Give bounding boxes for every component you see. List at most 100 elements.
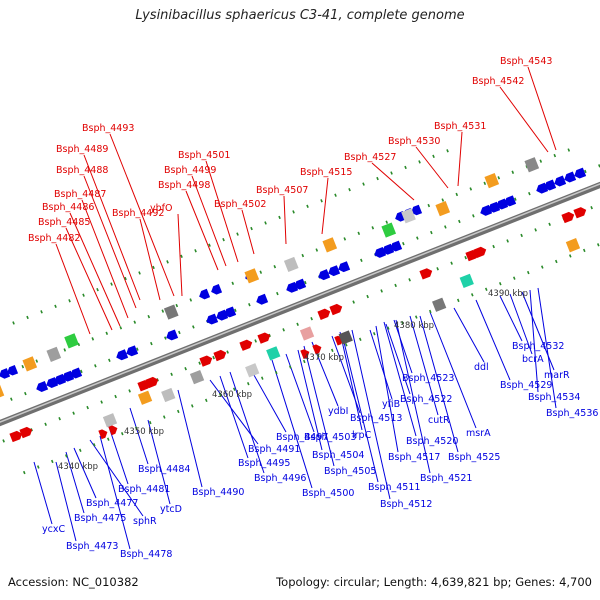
reverse-gene-label[interactable]: lrpC [352,430,372,441]
forward-gene-arrow[interactable] [98,428,109,440]
reverse-gene-arrow[interactable] [389,240,403,253]
reverse-gene-arrow[interactable] [317,269,331,281]
reverse-gene-label[interactable]: Bsph_4473 [66,541,118,552]
reverse-gene-arrow[interactable] [115,349,129,361]
forward-gene-label[interactable]: Bsph_4489 [56,144,108,155]
reverse-gene-label[interactable]: msrA [466,428,491,439]
forward-gene-label[interactable]: Bsph_4487 [54,189,106,200]
reverse-gene-arrow[interactable] [543,179,557,191]
forward-gene-arrow[interactable] [9,429,23,443]
forward-gene-label[interactable]: Bsph_4543 [500,56,552,67]
reverse-gene-label[interactable]: ddl [474,362,489,373]
reverse-gene-label[interactable]: Bsph_4491 [248,444,300,455]
reverse-gene-label[interactable]: sphR [133,516,157,527]
reverse-gene-arrow[interactable] [327,265,341,277]
reverse-gene-label[interactable]: Bsph_4529 [500,380,552,391]
forward-gene-arrow[interactable] [573,206,587,219]
forward-gene-label[interactable]: Bsph_4493 [82,123,134,134]
reverse-gene-label[interactable]: Bsph_4532 [512,341,564,352]
reverse-gene-label[interactable]: Bsph_4496 [254,473,306,484]
reverse-gene-label[interactable]: ydbI [328,406,348,417]
reverse-gene-label[interactable]: Bsph_4517 [388,452,440,463]
reverse-gene-label[interactable]: Bsph_4490 [192,487,244,498]
reverse-gene-arrow[interactable] [553,175,567,188]
forward-gene-arrow[interactable] [199,354,213,367]
reverse-gene-arrow[interactable] [337,261,351,273]
forward-gene-label[interactable]: Bsph_4542 [472,76,524,87]
reverse-gene-label[interactable]: Bsph_4478 [120,549,172,560]
reverse-gene-arrow[interactable] [5,364,19,377]
forward-gene-arrow[interactable] [561,210,575,224]
reverse-gene-label[interactable]: Bsph_4481 [118,484,170,495]
reverse-gene-arrow[interactable] [409,204,423,217]
forward-gene-label[interactable]: Bsph_4502 [214,199,266,210]
reverse-gene-arrow[interactable] [293,278,307,291]
forward-gene-arrow[interactable] [257,331,271,344]
reverse-gene-label[interactable]: bcrA [522,354,544,365]
reverse-gene-label[interactable]: Bsph_4504 [312,450,364,461]
feature-glyphs[interactable] [0,157,588,443]
forward-gene-arrow[interactable] [419,267,433,280]
forward-gene-arrow[interactable] [300,348,311,360]
forward-gene-label[interactable]: Bsph_4530 [388,136,440,147]
forward-gene-label[interactable]: Bsph_4527 [344,152,396,163]
forward-gene-label[interactable]: Bsph_4498 [158,180,210,191]
reverse-gene-label[interactable]: marR [544,370,570,381]
forward-gene-arrow[interactable] [145,375,159,389]
forward-gene-label[interactable]: Bsph_4488 [56,165,108,176]
forward-gene-label[interactable]: Bsph_4507 [256,185,308,196]
reverse-gene-label[interactable]: cutR [428,415,450,426]
reverse-gene-arrow[interactable] [125,345,139,357]
reverse-gene-label[interactable]: Bsph_4522 [400,394,452,405]
reverse-gene-label[interactable]: ycxC [42,524,65,535]
reverse-gene-label[interactable]: ytcD [160,504,182,515]
reverse-gene-label[interactable]: Bsph_4511 [368,482,420,493]
reverse-gene-arrow[interactable] [165,329,179,341]
forward-gene-label[interactable]: Bsph_4531 [434,121,486,132]
forward-gene-label[interactable]: Bsph_4515 [300,167,352,178]
forward-gene-label[interactable]: Bsph_4486 [42,202,94,213]
reverse-gene-label[interactable]: Bsph_4513 [350,413,402,424]
reverse-gene-label[interactable]: yfiB [382,399,400,410]
forward-gene-arrow[interactable] [312,343,323,355]
reverse-gene-label[interactable]: Bsph_4497 [276,432,328,443]
reverse-gene-label[interactable]: Bsph_4503 [304,432,356,443]
forward-gene-label[interactable]: ybfO [150,203,172,214]
reverse-gene-arrow[interactable] [573,167,587,180]
forward-gene-arrow[interactable] [19,425,33,439]
reverse-gene-label[interactable]: Bsph_4521 [420,473,472,484]
reverse-gene-arrow[interactable] [197,288,211,301]
reverse-gene-label[interactable]: Bsph_4475 [74,513,126,524]
reverse-gene-arrow[interactable] [35,381,49,393]
reverse-gene-arrow[interactable] [69,367,83,380]
reverse-gene-label[interactable]: Bsph_4477 [86,498,138,509]
reverse-gene-label[interactable]: Bsph_4500 [302,488,354,499]
reverse-gene-arrow[interactable] [255,293,269,306]
reverse-gene-label[interactable]: Bsph_4512 [380,499,432,510]
reverse-gene-arrow[interactable] [503,195,517,207]
reverse-gene-label[interactable]: Bsph_4525 [448,452,500,463]
forward-gene-arrow[interactable] [329,302,343,316]
forward-gene-label[interactable]: Bsph_4485 [38,217,90,228]
reverse-gene-label[interactable]: Bsph_4505 [324,466,376,477]
reverse-gene-label[interactable]: Bsph_4520 [406,436,458,447]
forward-gene-arrow[interactable] [473,245,487,259]
reverse-gene-arrow[interactable] [563,171,577,184]
reverse-gene-label[interactable]: Bsph_4536 [546,408,598,419]
forward-gene-label[interactable]: Bsph_4482 [28,233,80,244]
forward-gene-label[interactable]: Bsph_4501 [178,150,230,161]
reverse-gene-arrow[interactable] [223,306,237,318]
forward-gene-arrow[interactable] [317,307,331,320]
reverse-gene-arrow[interactable] [205,313,219,326]
reverse-gene-label[interactable]: Bsph_4484 [138,464,190,475]
reverse-gene-label[interactable]: Bsph_4495 [238,458,290,469]
gene-labels[interactable]: Bsph_4543 Bsph_4542 Bsph_4531 Bsph_4530 Bsph… [28,56,598,560]
forward-gene-arrow[interactable] [213,348,227,362]
forward-gene-label[interactable]: Bsph_4492 [112,208,164,219]
reverse-gene-arrow[interactable] [0,368,11,380]
forward-gene-arrow[interactable] [239,338,253,351]
forward-gene-label[interactable]: Bsph_4499 [164,165,216,176]
reverse-gene-arrow[interactable] [209,284,223,296]
forward-gene-arrow[interactable] [108,424,119,436]
